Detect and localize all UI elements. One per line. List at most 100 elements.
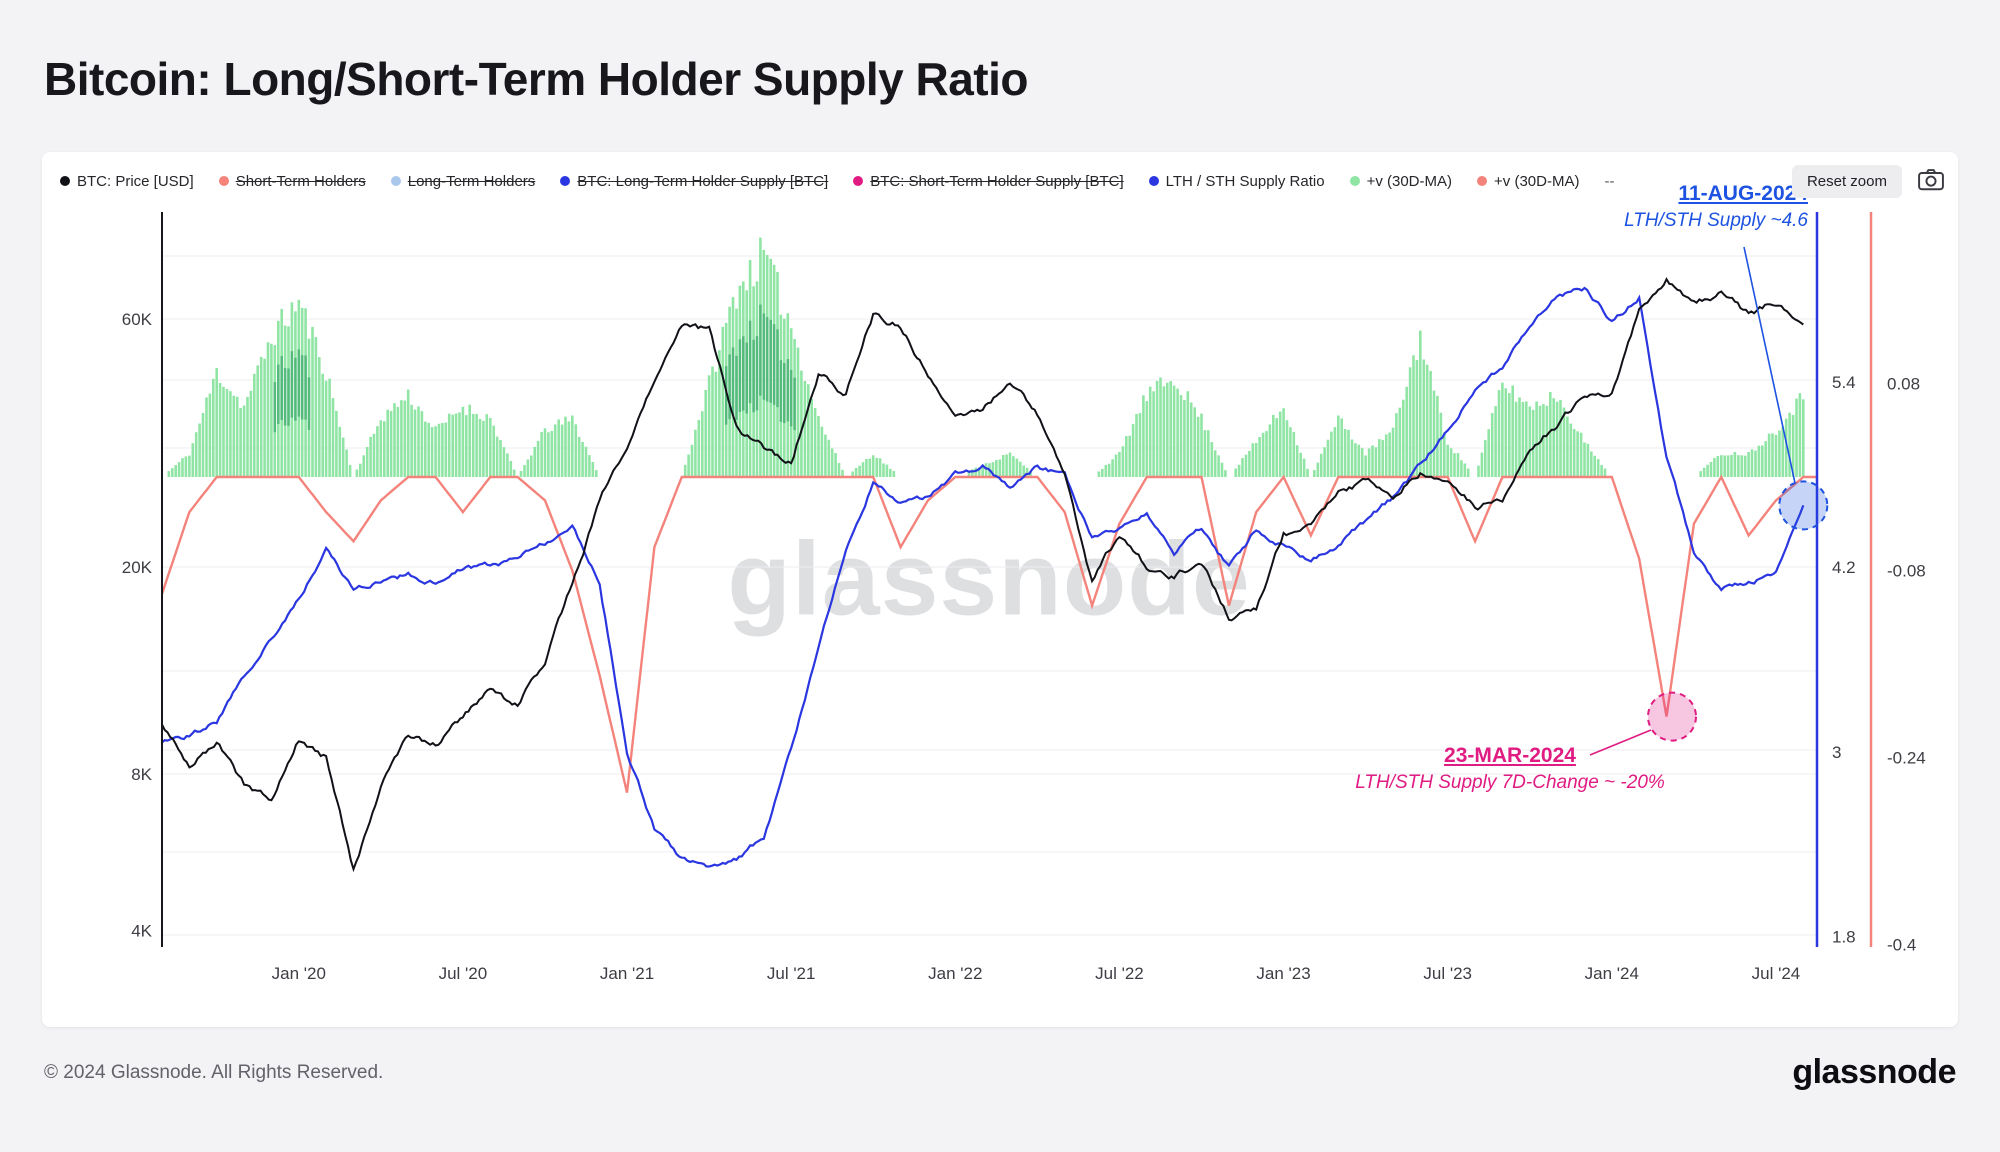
- pos-change-bar: [1008, 452, 1012, 477]
- pos-change-bar: [1295, 445, 1299, 477]
- change-tick-label: -0.4: [1887, 936, 1916, 955]
- pos-change-bar: [1135, 413, 1138, 477]
- pos-change-bar: [1596, 459, 1600, 477]
- pos-change-bar: [1282, 408, 1285, 477]
- pos-change-bar: [495, 436, 499, 477]
- pos-change-bar: [1518, 397, 1521, 477]
- pos-change-bar: [1583, 442, 1586, 477]
- pos-change-bar: [1713, 457, 1716, 477]
- pos-change-bar: [1354, 443, 1357, 477]
- pos-change-bar: [1425, 364, 1429, 477]
- pos-change-bar: [1487, 429, 1490, 477]
- legend-item[interactable]: LTH / STH Supply Ratio: [1148, 173, 1325, 190]
- annotation-marker: [1778, 480, 1829, 531]
- pos-change-bar: [1272, 414, 1275, 477]
- pos-change-bar: [1251, 443, 1255, 477]
- pos-change-bar: [489, 418, 492, 477]
- chart-plot[interactable]: 60K 20K 8K 4K 5.4 4.2 3 1.8 0.08 -0.08 -0.24 -0.4 Ja…: [42, 152, 1958, 1027]
- pos-change-bar: [1213, 450, 1217, 477]
- pos-change-bar: [1720, 455, 1723, 477]
- pos-change-bar: [1114, 454, 1118, 477]
- pos-change-bar: [1443, 432, 1446, 477]
- pos-change-bar: [1200, 413, 1203, 477]
- legend-item[interactable]: Long-Term Holders: [390, 173, 535, 190]
- price-tick-label: 4K: [131, 921, 152, 940]
- pos-change-bar: [1306, 468, 1309, 477]
- pos-change-bar: [1706, 464, 1709, 477]
- pos-change-bar: [1778, 430, 1781, 477]
- pos-change-bar: [1702, 467, 1706, 477]
- pos-change-bar: [465, 415, 468, 477]
- pos-change-bar: [246, 396, 249, 477]
- legend-item[interactable]: Short-Term Holders: [218, 173, 366, 190]
- pos-change-bar: [359, 463, 362, 477]
- change-tick-label: -0.24: [1887, 749, 1926, 768]
- pos-change-bar: [396, 406, 400, 477]
- pos-change-bar: [1289, 427, 1292, 477]
- pos-change-bar: [1005, 454, 1008, 477]
- pos-change-bar: [1378, 439, 1381, 477]
- legend-item[interactable]: +v (30D-MA): [1477, 173, 1579, 190]
- pos-change-bar: [536, 440, 540, 477]
- pos-change-bar: [1333, 427, 1337, 477]
- pos-change-bar: [1579, 432, 1583, 477]
- x-tick-label: Jul '21: [767, 964, 816, 983]
- pos-change-bar: [1761, 445, 1764, 477]
- x-tick-label: Jan '22: [928, 964, 982, 983]
- pos-change-bar: [475, 413, 478, 477]
- legend-item[interactable]: +v (30D-MA): [1349, 173, 1452, 190]
- pos-change-bar: [1576, 431, 1579, 477]
- pos-change-bar: [1254, 443, 1258, 477]
- pos-change-bar: [331, 398, 335, 477]
- pos-change-bar: [1285, 420, 1289, 477]
- pos-change-bar: [530, 455, 533, 477]
- btc-price-line: [161, 277, 1804, 873]
- pos-change-bar-dense: [793, 377, 796, 431]
- pos-change-bar: [1155, 381, 1159, 477]
- reset-zoom-button[interactable]: Reset zoom: [1791, 164, 1902, 198]
- copyright-text: © 2024 Glassnode. All Rights Reserved.: [44, 1061, 384, 1083]
- pos-change-bar: [1166, 382, 1169, 477]
- camera-button[interactable]: [1916, 166, 1946, 196]
- legend-dot-icon: [390, 176, 401, 186]
- pos-change-bar: [1104, 465, 1108, 477]
- pos-change-bar: [577, 436, 581, 477]
- ratio-tick-label: 5.4: [1832, 373, 1856, 392]
- pos-change-bar: [1019, 461, 1022, 477]
- pos-change-bar: [1466, 468, 1470, 477]
- pos-change-bar: [1559, 399, 1562, 477]
- pos-change-bar: [526, 459, 530, 477]
- legend-item[interactable]: BTC: Price [USD]: [60, 173, 194, 190]
- pos-change-bar: [865, 459, 868, 477]
- pos-change-bar: [1237, 464, 1241, 477]
- pos-change-bar: [1241, 458, 1244, 477]
- legend-row: BTC: Price [USD] Short-Term Holders Long-T…: [60, 164, 1946, 198]
- pos-change-bar: [348, 464, 352, 477]
- pos-change-bar: [1224, 470, 1227, 477]
- pos-change-bar: [181, 458, 184, 477]
- pos-change-bar: [1097, 471, 1101, 477]
- pos-change-bar: [871, 455, 875, 477]
- pos-change-bar: [1193, 407, 1196, 477]
- pos-change-bar: [854, 467, 858, 477]
- pos-change-bar: [365, 447, 369, 477]
- pos-change-bar: [444, 422, 448, 477]
- pos-change-bar: [981, 466, 984, 477]
- pos-change-bar: [1747, 452, 1750, 477]
- pos-change-bar: [1504, 388, 1508, 477]
- pos-change-bar: [519, 471, 523, 477]
- ratio-tick-label: 3: [1832, 743, 1841, 762]
- toolbar: Reset zoom: [1791, 164, 1946, 198]
- legend-item[interactable]: BTC: Long-Term Holder Supply [BTC]: [560, 173, 828, 190]
- legend-item[interactable]: --: [1604, 173, 1614, 190]
- pos-change-bar: [400, 400, 403, 477]
- pos-change-bar: [588, 455, 591, 477]
- pos-change-bar: [198, 423, 201, 477]
- pos-change-bar: [345, 449, 348, 477]
- pos-change-bar: [1521, 401, 1525, 477]
- pos-change-bar: [235, 396, 239, 477]
- pos-change-bar: [523, 465, 526, 477]
- pos-change-bar: [430, 427, 434, 477]
- pos-change-bar: [191, 443, 195, 477]
- legend-item[interactable]: BTC: Short-Term Holder Supply [BTC]: [853, 173, 1124, 190]
